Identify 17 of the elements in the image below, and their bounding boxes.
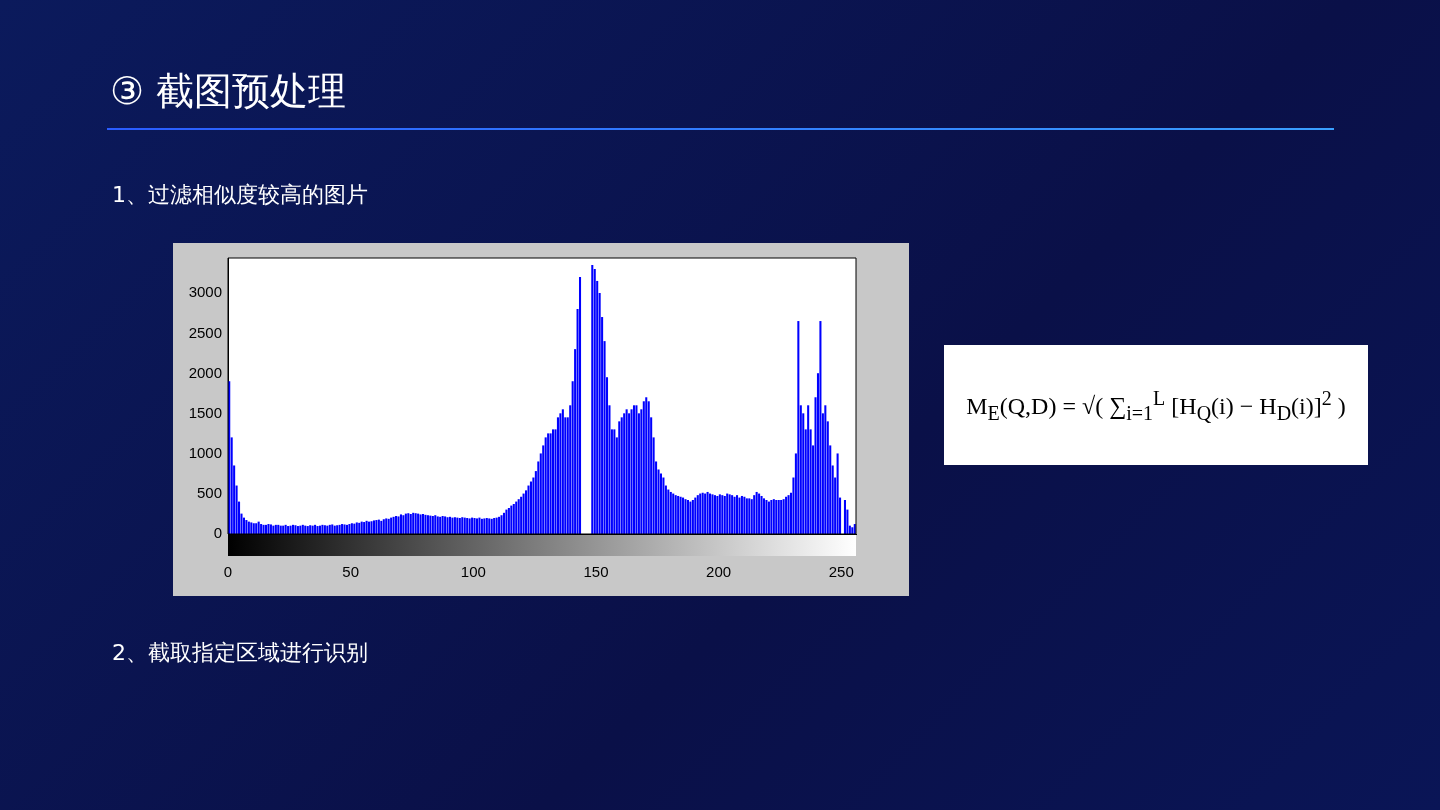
- chart-title: ③ 截图预处理: [110, 68, 347, 115]
- text: 1、过滤相似度较高的图片: [112, 181, 368, 209]
- x-tick-label: 100: [460, 563, 486, 581]
- text: 2、截取指定区域进行识别: [112, 639, 368, 667]
- x-tick-label: 250: [828, 563, 854, 581]
- x-tick-label: 0: [223, 563, 233, 581]
- y-tick-label: 500: [196, 484, 222, 502]
- y-tick-label: 3000: [188, 283, 222, 301]
- y-tick-label: 1000: [188, 443, 222, 461]
- x-tick-label: 50: [342, 563, 359, 581]
- y-tick-label: 0: [213, 524, 222, 542]
- text: M$_{E}$(Q,D) = √( ∑$_{i=1}$$^{L}$ [H$_{Q}$(i) − H$_{D}$(i)]$^{2}$ ): [966, 386, 1346, 424]
- y-tick-label: 2500: [188, 323, 222, 341]
- x-tick-label: 150: [583, 563, 609, 581]
- y-tick-label: 1500: [188, 403, 222, 421]
- y-tick-label: 2000: [188, 363, 222, 381]
- x-tick-label: 200: [706, 563, 732, 581]
